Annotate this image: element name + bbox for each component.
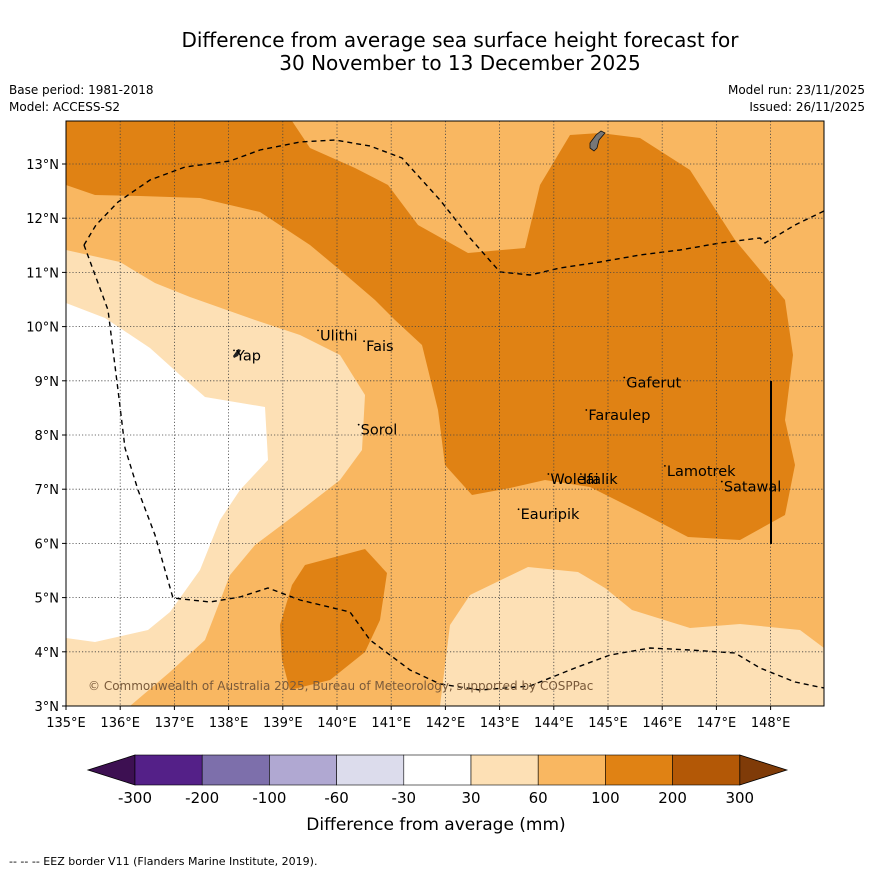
lat-tick-label: 5°N bbox=[35, 592, 60, 607]
lon-tick-label: 137°E bbox=[155, 716, 195, 731]
colorbar-label: -100 bbox=[252, 789, 286, 807]
grid-lines bbox=[66, 121, 824, 706]
lon-tick-label: 142°E bbox=[426, 716, 466, 731]
colorbar-swatch bbox=[134, 754, 203, 786]
lat-tick-label: 6°N bbox=[35, 537, 60, 552]
lat-tick-labels: 3°N 4°N 5°N 6°N 7°N 8°N 9°N 10°N 11°N 12°N 13°N bbox=[26, 158, 66, 715]
place-label-satawal: Satawal bbox=[724, 480, 781, 496]
lon-tick-label: 138°E bbox=[209, 716, 249, 731]
eez-legend-note: -- -- -- EEZ border V11 (Flanders Marine… bbox=[9, 855, 317, 868]
lon-tick-label: 143°E bbox=[480, 716, 520, 731]
colorbar-label: -60 bbox=[324, 789, 349, 807]
place-marker bbox=[317, 329, 319, 332]
place-marker bbox=[623, 376, 626, 379]
model-run: Model run: 23/11/2025 bbox=[727, 83, 865, 97]
lon-tick-label: 147°E bbox=[697, 716, 737, 731]
contour-map bbox=[66, 121, 824, 706]
eez-border-north bbox=[83, 139, 824, 276]
colorbar-swatch bbox=[605, 754, 673, 786]
lon-tick-label: 136°E bbox=[100, 716, 140, 731]
lat-tick-label: 13°N bbox=[26, 158, 59, 173]
lat-tick-label: 7°N bbox=[35, 483, 60, 498]
lat-tick-label: 12°N bbox=[26, 212, 59, 227]
place-marker bbox=[664, 464, 666, 467]
colorbar-label: 300 bbox=[725, 789, 754, 807]
colorbar-title: Difference from average (mm) bbox=[306, 815, 565, 835]
lon-tick-labels: 135°E 136°E 137°E 138°E 139°E 140°E 141°E 142°E… bbox=[46, 706, 790, 731]
place-marker bbox=[517, 508, 520, 511]
place-marker bbox=[357, 423, 360, 426]
place-marker bbox=[720, 480, 723, 483]
colorbar-label: 60 bbox=[529, 789, 548, 807]
place-label-ulithi: Ulithi bbox=[320, 328, 358, 344]
place-label-woleai: Woleai bbox=[550, 472, 598, 488]
lon-tick-label: 144°E bbox=[534, 716, 574, 731]
place-label-lamotrek: Lamotrek bbox=[667, 464, 736, 480]
lat-tick-label: 4°N bbox=[35, 646, 60, 661]
place-label-yap: Yap bbox=[235, 348, 261, 364]
model-name: Model: ACCESS-S2 bbox=[9, 100, 121, 114]
colorbar: -300 -200 -100 -60 -30 30 60 100 200 300 bbox=[86, 754, 789, 807]
lon-tick-label: 141°E bbox=[371, 716, 411, 731]
place-label-ifalik: Ifalik bbox=[583, 472, 618, 488]
colorbar-label: 30 bbox=[461, 789, 480, 807]
chart-title-line1: Difference from average sea surface heig… bbox=[181, 28, 739, 52]
lon-tick-label: 145°E bbox=[588, 716, 628, 731]
lat-tick-label: 11°N bbox=[26, 266, 59, 281]
lon-tick-label: 148°E bbox=[751, 716, 791, 731]
colorbar-extend-low bbox=[86, 754, 136, 786]
colorbar-swatch bbox=[336, 754, 405, 786]
colorbar-label: -300 bbox=[118, 789, 152, 807]
colorbar-swatch bbox=[470, 754, 539, 786]
place-marker bbox=[580, 473, 582, 475]
colorbar-swatch bbox=[403, 754, 472, 786]
contour-30-60-southeast bbox=[440, 567, 824, 706]
lat-tick-label: 9°N bbox=[35, 375, 60, 390]
yap-island bbox=[233, 349, 241, 358]
place-label-eauripik: Eauripik bbox=[521, 507, 580, 523]
colorbar-swatch bbox=[672, 754, 741, 786]
colorbar-label: -30 bbox=[392, 789, 417, 807]
place-label-gaferut: Gaferut bbox=[626, 376, 681, 392]
lon-tick-label: 140°E bbox=[317, 716, 357, 731]
lon-tick-label: 146°E bbox=[642, 716, 682, 731]
chart-title-line2: 30 November to 13 December 2025 bbox=[279, 51, 641, 75]
colorbar-extend-high bbox=[739, 754, 789, 786]
place-marker bbox=[547, 473, 550, 475]
place-label-sorol: Sorol bbox=[361, 423, 398, 439]
colorbar-label: -200 bbox=[185, 789, 219, 807]
place-marker bbox=[585, 409, 588, 411]
lat-tick-label: 10°N bbox=[26, 321, 59, 336]
issued-date: Issued: 26/11/2025 bbox=[749, 100, 865, 114]
colorbar-label: 200 bbox=[658, 789, 687, 807]
guam-island bbox=[589, 130, 606, 152]
eez-border-south bbox=[83, 244, 824, 691]
colorbar-swatch bbox=[537, 754, 606, 786]
place-marker bbox=[233, 349, 235, 352]
lon-tick-label: 139°E bbox=[263, 716, 303, 731]
copyright-text: © Commonwealth of Australia 2025, Bureau… bbox=[88, 679, 593, 693]
lon-tick-label: 135°E bbox=[46, 716, 86, 731]
colorbar-swatch bbox=[201, 754, 270, 786]
contour-100-200-main bbox=[66, 121, 795, 540]
place-label-faraulep: Faraulep bbox=[588, 408, 650, 424]
colorbar-swatch bbox=[269, 754, 337, 786]
place-labels: Yap Ulithi Fais Sorol Gaferut Faraulep WoleaiI… bbox=[233, 328, 781, 523]
colorbar-label: 100 bbox=[591, 789, 620, 807]
lat-tick-label: 3°N bbox=[35, 700, 60, 715]
contour-neutral bbox=[66, 303, 268, 642]
contour-100-200-south bbox=[280, 549, 387, 690]
place-marker bbox=[363, 340, 365, 343]
lat-tick-label: 8°N bbox=[35, 429, 60, 444]
base-period: Base period: 1981-2018 bbox=[9, 83, 154, 97]
place-label-fais: Fais bbox=[366, 339, 393, 355]
